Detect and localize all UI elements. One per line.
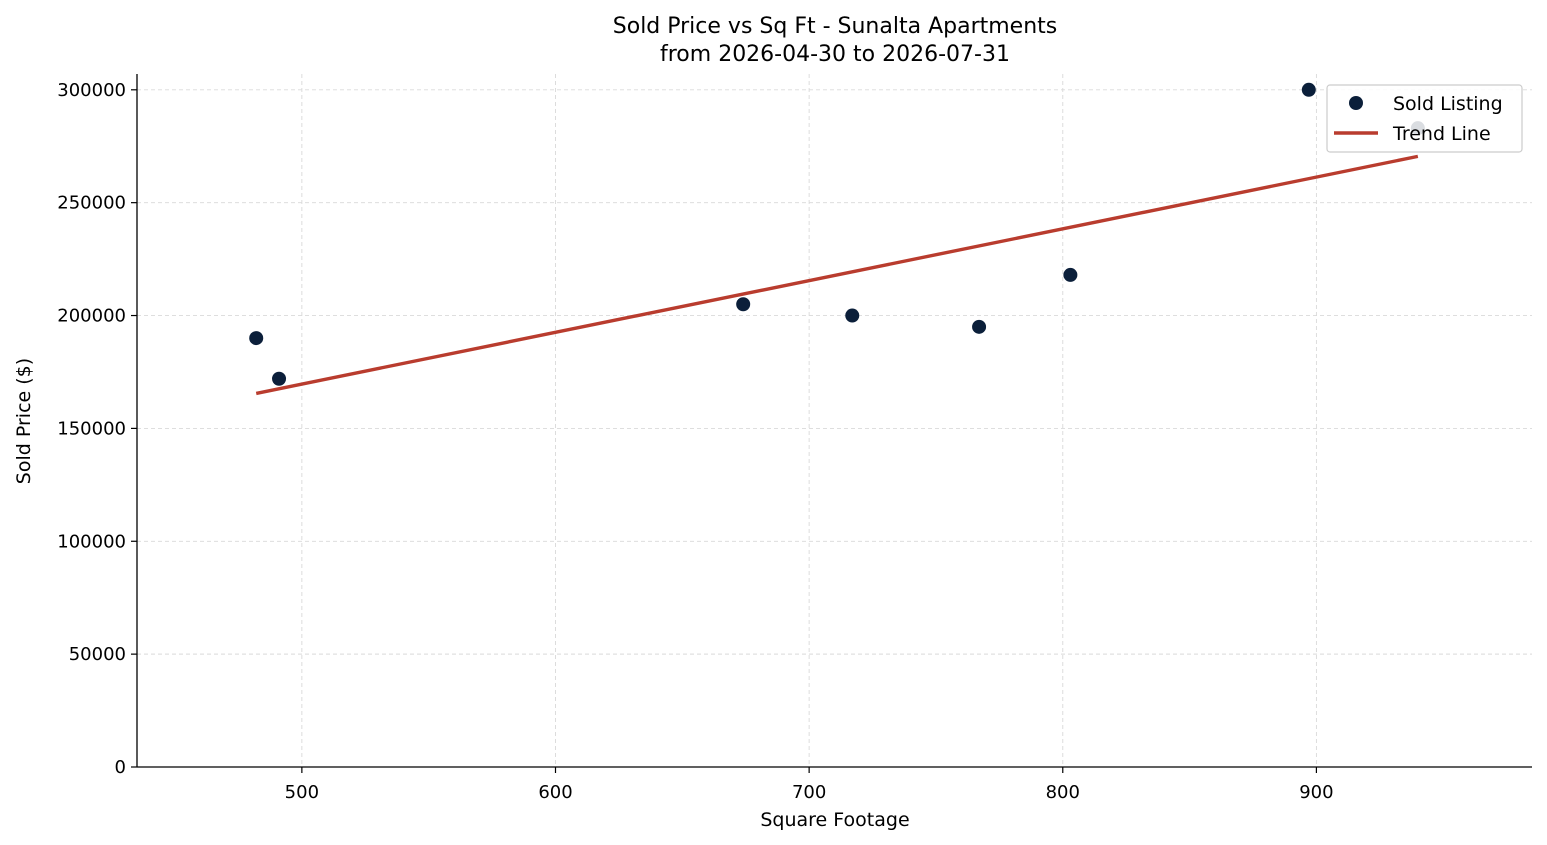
data-point xyxy=(272,371,287,386)
grid-lines xyxy=(137,74,1532,767)
data-point xyxy=(845,308,860,323)
legend-label: Sold Listing xyxy=(1393,93,1503,115)
data-point xyxy=(1063,267,1078,282)
y-axis-label: Sold Price ($) xyxy=(13,358,35,484)
y-tick-label: 200000 xyxy=(57,306,126,327)
y-tick-label: 300000 xyxy=(57,80,126,101)
data-point xyxy=(736,297,751,312)
data-point xyxy=(1301,82,1316,97)
chart-subtitle-line: from 2026-04-30 to 2026-07-31 xyxy=(660,42,1010,67)
x-tick-label: 500 xyxy=(285,782,319,803)
x-tick-label: 600 xyxy=(538,782,572,803)
chart-title: Sold Price vs Sq Ft - Sunalta Apartments… xyxy=(613,14,1057,67)
legend-label: Trend Line xyxy=(1392,123,1491,145)
y-tick-label: 150000 xyxy=(57,418,126,439)
y-tick-label: 250000 xyxy=(57,193,126,214)
axes xyxy=(131,74,1532,773)
legend-box xyxy=(1326,84,1523,153)
tick-labels: 500 600 700 800 900 0 50000 100000 150000 200000 2… xyxy=(57,80,1333,803)
x-tick-label: 800 xyxy=(1046,782,1080,803)
y-tick-label: 50000 xyxy=(69,644,126,665)
data-point xyxy=(972,319,987,334)
legend: Sold Listing Trend Line xyxy=(1326,84,1523,153)
x-tick-label: 900 xyxy=(1299,782,1333,803)
y-tick-label: 100000 xyxy=(57,531,126,552)
chart-title-line: Sold Price vs Sq Ft - Sunalta Apartments xyxy=(613,14,1057,39)
data-point xyxy=(249,331,264,346)
legend-marker-scatter xyxy=(1349,96,1363,110)
x-tick-label: 700 xyxy=(792,782,826,803)
x-axis-label: Square Footage xyxy=(760,809,909,831)
plot-series xyxy=(249,82,1425,396)
trend-line xyxy=(255,154,1419,396)
y-tick-label: 0 xyxy=(115,757,126,778)
